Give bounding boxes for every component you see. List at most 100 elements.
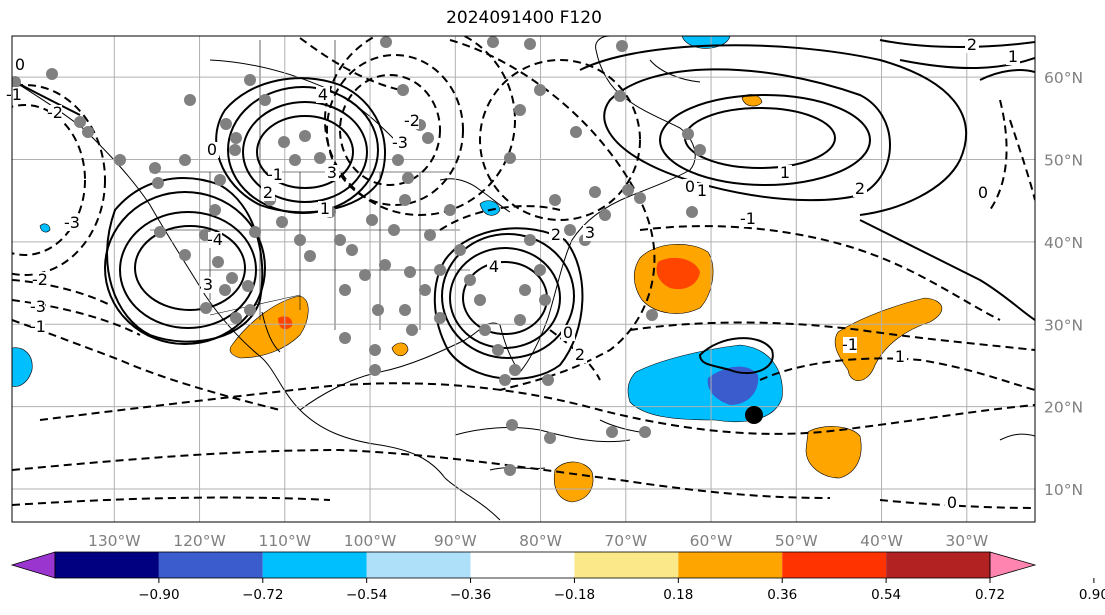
colorbar-bin [470,552,575,578]
contour-label: -1 [842,335,858,354]
contour-label-bg [7,87,21,103]
contour-label: 2 [855,179,865,198]
colorbar-tick-label: −0.36 [450,587,491,603]
station-marker [244,304,256,316]
station-marker [114,154,126,166]
station-marker [399,304,411,316]
station-marker [606,426,618,438]
contour-label: 3 [203,275,213,294]
station-marker [539,294,551,306]
station-marker [444,204,456,216]
contour-label-bg [1006,49,1020,65]
colorbar-bin [158,552,263,578]
contour-label-bg [893,349,907,365]
station-marker [402,172,414,184]
contour-label: 0 [978,183,988,202]
contour-label: 0 [563,323,573,342]
contour-label-bg [405,113,419,129]
colorbar-tick-label: −0.72 [242,587,283,603]
station-marker [179,154,191,166]
gridlines [12,36,1035,522]
station-marker [12,76,21,88]
station-marker [249,226,261,238]
contour-label: -3 [30,297,46,316]
contour-label: 4 [489,257,499,276]
colorbar-extend-low [10,551,56,579]
contour-label: -2 [47,103,63,122]
colorbar-tick-label: 0.72 [975,587,1005,603]
station-marker [230,132,242,144]
station-marker [209,204,221,216]
anomaly-fill-atlantic-red [656,257,700,290]
station-marker [570,126,582,138]
station-marker [82,126,94,138]
anomaly-fill-south-atlantic-orange [805,426,862,479]
contour-label-bg [205,142,219,158]
station-marker [514,104,526,116]
contour-label-bg [31,299,45,315]
longitude-label: 60°W [690,532,733,550]
latitude-axis: 60°N 50°N 40°N 30°N 20°N 10°N [1044,69,1083,499]
colorbar-extend-high [989,551,1037,579]
station-marker [544,432,556,444]
station-marker [366,214,378,226]
contour-label-bg [31,319,45,335]
contour-label-bg [549,227,563,243]
anomaly-fill-atlantic-darkblue [707,366,759,405]
contour-label: -1 [30,317,46,336]
latitude-label: 30°N [1044,316,1083,334]
contour-label: 1 [697,181,707,200]
contour-label-bg [976,185,990,201]
station-marker [492,344,504,356]
station-marker [616,40,628,52]
station-marker [244,74,256,86]
station-marker [509,364,521,376]
contour-label-bg [33,272,47,288]
station-marker [392,154,404,166]
colorbar-tick-label: 0.18 [663,587,693,603]
station-marker [149,162,161,174]
latitude-label: 40°N [1044,234,1083,252]
station-marker [524,234,536,246]
station-marker [230,312,242,324]
map-frame [11,35,1036,523]
station-marker [506,419,518,431]
station-marker [519,284,531,296]
latitude-label: 60°N [1044,69,1083,87]
station-marker [46,68,58,80]
station-marker [278,136,290,148]
contour-label-bg [318,201,332,217]
contour-label-bg [695,183,709,199]
station-marker [294,234,306,246]
station-marker [369,364,381,376]
station-marker [200,302,212,314]
contour-label: 1 [780,163,790,182]
station-marker [682,128,694,140]
contour-label: 0 [207,140,217,159]
station-marker [514,314,526,326]
colorbar-tick-label: −0.18 [554,587,595,603]
longitude-label: 70°W [604,532,647,550]
station-marker [639,426,651,438]
contour-label: -1 [267,165,283,184]
station-marker [599,209,611,221]
station-marker [434,312,446,324]
station-marker [214,174,226,186]
latitude-label: 50°N [1044,152,1083,170]
contour-label-bg [325,165,339,181]
longitude-label: 120°W [173,532,226,550]
contour-label-bg [778,165,792,181]
longitude-label: 110°W [258,532,311,550]
anomaly-fill-east-atlantic-orange [834,297,943,381]
contour-label: 2 [575,345,585,364]
longitude-label: 40°W [860,532,903,550]
contour-label-bg [853,181,867,197]
station-marker [259,94,271,106]
station-marker [372,304,384,316]
station-marker [589,186,601,198]
contour-label: -2 [404,111,420,130]
station-marker [646,309,658,321]
station-marker [399,194,411,206]
station-marker [524,38,536,50]
